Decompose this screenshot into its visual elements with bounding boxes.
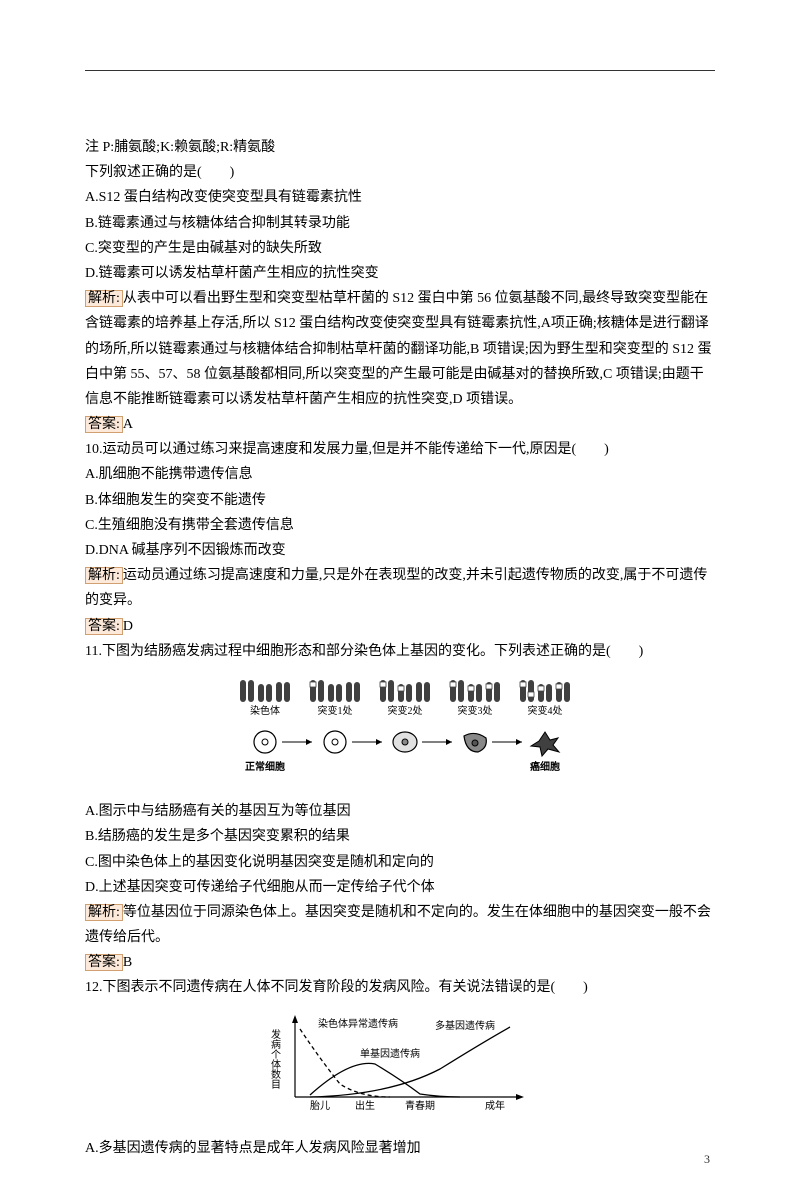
svg-text:突变3处: 突变3处 (458, 704, 493, 717)
analysis-label: 解析: (85, 904, 123, 921)
answer-label: 答案: (85, 416, 123, 433)
option-c: C.突变型的产生是由碱基对的缺失所致 (85, 236, 715, 261)
q10-option-c: C.生殖细胞没有携带全套遗传信息 (85, 513, 715, 538)
q10-analysis-block: 解析:运动员通过练习提高速度和力量,只是外在表现型的改变,并未引起遗传物质的改变… (85, 563, 715, 613)
q12-option-a: A.多基因遗传病的显著特点是成年人发病风险显著增加 (85, 1136, 715, 1161)
answer-value: A (123, 417, 133, 432)
page-number: 3 (704, 1149, 710, 1171)
q11-answer-value: B (123, 955, 132, 970)
q11-text: 11.下图为结肠癌发病过程中细胞形态和部分染色体上基因的变化。下列表述正确的是(… (85, 639, 715, 664)
q11-analysis-block: 解析:等位基因位于同源染色体上。基因突变是随机和不定向的。发生在体细胞中的基因突… (85, 900, 715, 950)
q11-option-d: D.上述基因突变可传递给子代细胞从而一定传给子代个体 (85, 875, 715, 900)
svg-text:突变1处: 突变1处 (318, 704, 353, 717)
answer-label: 答案: (85, 954, 123, 971)
chromosome-group: 染色体 突变1处 突变2处 (240, 680, 570, 773)
svg-text:成年: 成年 (485, 1099, 505, 1112)
svg-text:染色体: 染色体 (250, 704, 280, 717)
q10-option-a: A.肌细胞不能携带遗传信息 (85, 462, 715, 487)
q10-option-d: D.DNA 碱基序列不因锻炼而改变 (85, 538, 715, 563)
figure-12: 发病个体数目 染色体异常遗传病 单基因遗传病 多基因遗传病 胎儿 出生 青春期 … (85, 1009, 715, 1128)
option-a: A.S12 蛋白结构改变使突变型具有链霉素抗性 (85, 185, 715, 210)
q12-text: 12.下图表示不同遗传病在人体不同发育阶段的发病风险。有关说法错误的是( ) (85, 975, 715, 1000)
y-axis-label: 发病个体数目 (269, 1027, 281, 1088)
svg-text:癌细胞: 癌细胞 (530, 760, 560, 773)
q10-analysis-text: 运动员通过练习提高速度和力量,只是外在表现型的改变,并未引起遗传物质的改变,属于… (85, 568, 707, 608)
q11-analysis-text: 等位基因位于同源染色体上。基因突变是随机和不定向的。发生在体细胞中的基因突变一般… (85, 905, 711, 945)
svg-text:出生: 出生 (355, 1099, 375, 1112)
svg-text:突变4处: 突变4处 (528, 704, 563, 717)
svg-text:胎儿: 胎儿 (310, 1099, 330, 1112)
q11-option-b: B.结肠癌的发生是多个基因突变累积的结果 (85, 824, 715, 849)
analysis-block: 解析:从表中可以看出野生型和突变型枯草杆菌的 S12 蛋白中第 56 位氨基酸不… (85, 286, 715, 412)
analysis-label: 解析: (85, 567, 123, 584)
question-intro: 下列叙述正确的是( ) (85, 160, 715, 185)
analysis-label: 解析: (85, 290, 123, 307)
answer-block: 答案:A (85, 412, 715, 437)
q10-answer-block: 答案:D (85, 614, 715, 639)
figure-11: 染色体 突变1处 突变2处 (85, 672, 715, 791)
svg-text:单基因遗传病: 单基因遗传病 (360, 1047, 420, 1060)
q10-answer-value: D (123, 619, 133, 634)
svg-text:染色体异常遗传病: 染色体异常遗传病 (318, 1017, 398, 1030)
note-text: 注 P:脯氨酸;K:赖氨酸;R:精氨酸 (85, 135, 715, 160)
svg-text:多基因遗传病: 多基因遗传病 (435, 1019, 495, 1032)
svg-text:正常细胞: 正常细胞 (245, 760, 285, 773)
q11-option-a: A.图示中与结肠癌有关的基因互为等位基因 (85, 799, 715, 824)
svg-text:突变2处: 突变2处 (388, 704, 423, 717)
q11-option-c: C.图中染色体上的基因变化说明基因突变是随机和定向的 (85, 850, 715, 875)
option-d: D.链霉素可以诱发枯草杆菌产生相应的抗性突变 (85, 261, 715, 286)
q11-answer-block: 答案:B (85, 950, 715, 975)
q10-option-b: B.体细胞发生的突变不能遗传 (85, 488, 715, 513)
analysis-text: 从表中可以看出野生型和突变型枯草杆菌的 S12 蛋白中第 56 位氨基酸不同,最… (85, 291, 712, 407)
answer-label: 答案: (85, 618, 123, 635)
q10-text: 10.运动员可以通过练习来提高速度和发展力量,但是并不能传递给下一代,原因是( … (85, 437, 715, 462)
svg-text:青春期: 青春期 (405, 1099, 435, 1112)
option-b: B.链霉素通过与核糖体结合抑制其转录功能 (85, 211, 715, 236)
